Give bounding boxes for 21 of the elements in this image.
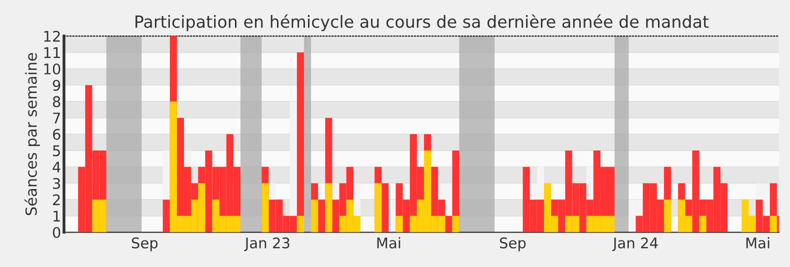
y-tick-label: 3 — [53, 178, 60, 189]
x-tick-label: Jan 23 — [244, 237, 290, 252]
x-tick-label: Sep — [500, 237, 526, 252]
x-tick-label: Mai — [746, 237, 770, 248]
y-tick-label: 12 — [44, 30, 60, 42]
x-tick-label: Jan 24 — [612, 237, 658, 252]
y-tick-label: 7 — [53, 112, 60, 124]
y-tick-label: 5 — [53, 145, 60, 156]
y-tick-label: 8 — [52, 96, 60, 108]
y-tick-label: 1 — [54, 210, 60, 222]
y-tick-label: 10 — [44, 63, 60, 74]
y-tick-label: 2 — [53, 194, 60, 206]
y-tick-label: 9 — [52, 80, 60, 91]
x-tick-label: Sep — [132, 237, 158, 252]
y-axis-title: Séances par semaine — [24, 53, 40, 216]
x-tick-label: Mai — [377, 237, 400, 248]
y-tick-label: 11 — [44, 47, 60, 58]
y-tick-label: 4 — [52, 162, 60, 172]
y-tick-label: 6 — [52, 128, 60, 140]
y-tick-label: 0 — [52, 227, 60, 238]
chart-title: Participation en hémicycle au cours de sa dernière année de mandat — [136, 14, 709, 32]
